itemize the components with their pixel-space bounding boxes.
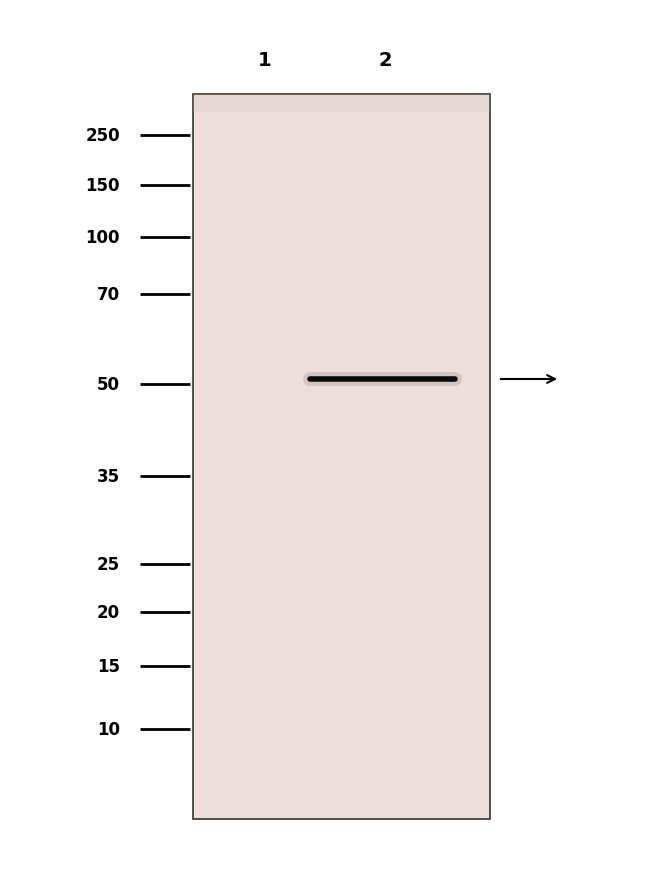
Text: 1: 1 xyxy=(258,50,272,70)
Text: 250: 250 xyxy=(85,127,120,145)
Text: 20: 20 xyxy=(97,603,120,621)
Bar xyxy=(193,95,490,113)
Text: 2: 2 xyxy=(378,50,392,70)
Text: 35: 35 xyxy=(97,468,120,486)
Text: 25: 25 xyxy=(97,555,120,574)
Text: 100: 100 xyxy=(86,229,120,247)
Text: 10: 10 xyxy=(97,720,120,738)
Text: 150: 150 xyxy=(86,176,120,195)
Text: 50: 50 xyxy=(97,375,120,394)
Text: 15: 15 xyxy=(97,657,120,675)
Bar xyxy=(193,95,490,819)
Text: 70: 70 xyxy=(97,286,120,303)
